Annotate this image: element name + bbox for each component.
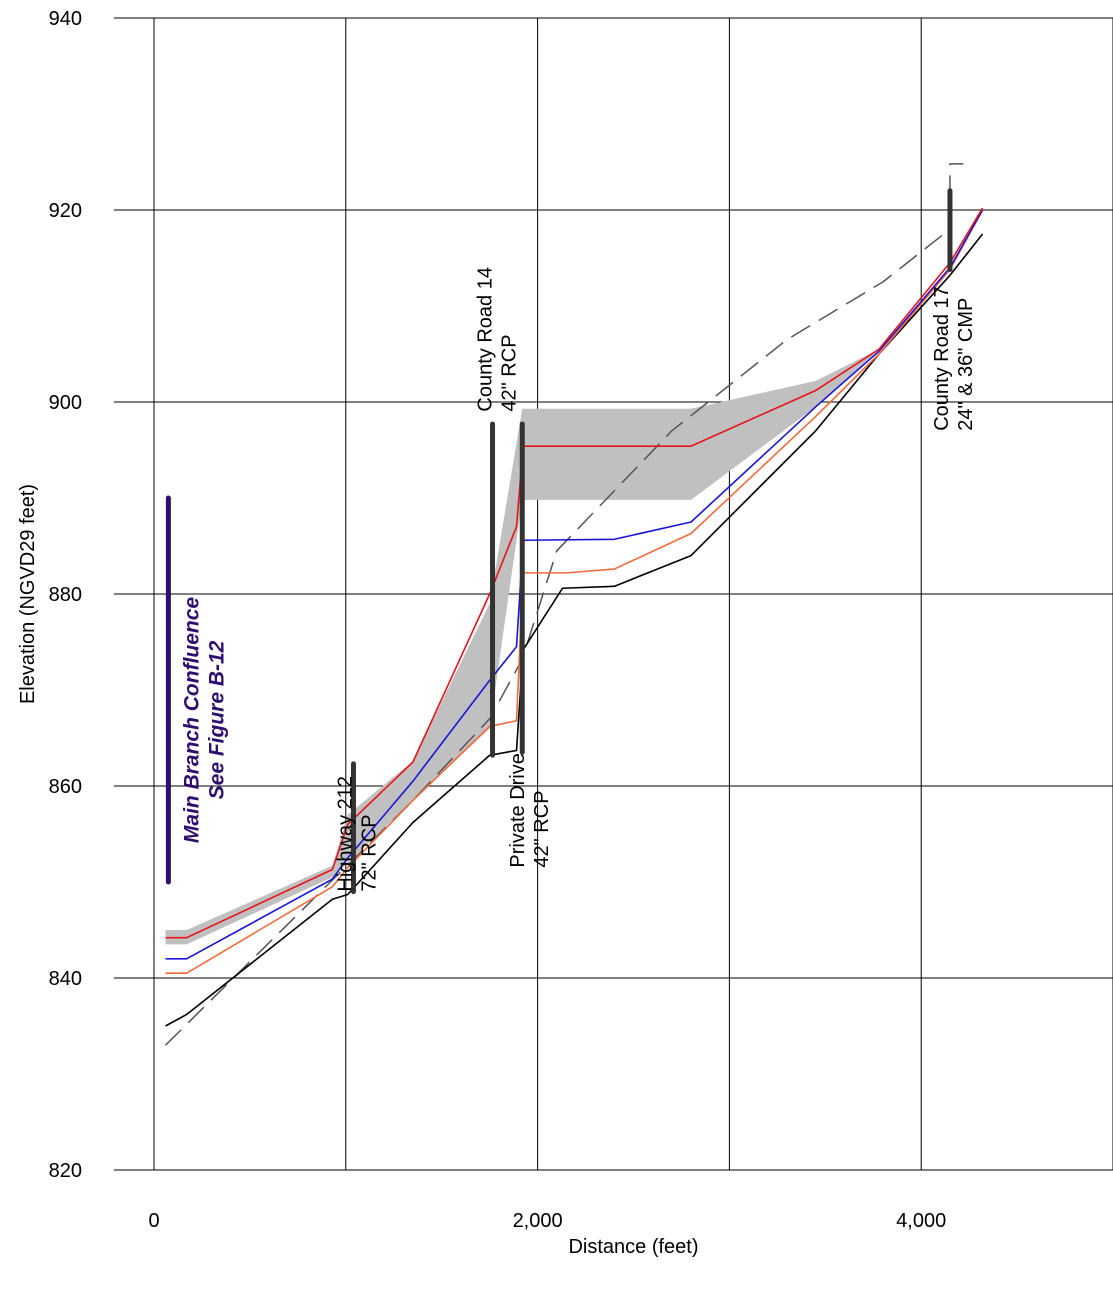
y-tick-label: 840 bbox=[49, 968, 82, 990]
structure-label-line: Private Drive bbox=[507, 753, 529, 867]
confluence-note-line: See Figure B-12 bbox=[205, 640, 228, 799]
y-tick-label: 920 bbox=[49, 200, 82, 222]
y-axis-title: Elevation (NGVD29 feet) bbox=[17, 484, 39, 704]
structure-label-line: 42" RCP bbox=[531, 790, 553, 867]
series-line-black bbox=[165, 233, 984, 1027]
axis-ticks: 820 840 860 880 900 920 940 0 2,000 4,000 bbox=[49, 8, 947, 1232]
structure-label-line: 42" RCP bbox=[499, 334, 521, 411]
series-line-blue bbox=[165, 209, 984, 960]
y-tick-label: 940 bbox=[49, 8, 82, 30]
structure-label-line: 72" RCP bbox=[359, 814, 381, 891]
confluence-note-line: Main Branch Confluence bbox=[180, 597, 203, 844]
x-tick-label: 2,000 bbox=[513, 1210, 563, 1232]
series-line-red bbox=[165, 207, 984, 939]
structure-label-line: County Road 17 bbox=[931, 286, 953, 431]
structure-label-line: 24" & 36" CMP bbox=[955, 298, 977, 431]
y-tick-label: 880 bbox=[49, 584, 82, 606]
structure-label: County Road 17 24" & 36" CMP bbox=[931, 286, 977, 431]
y-tick-label: 900 bbox=[49, 392, 82, 414]
crossing-structures bbox=[350, 188, 953, 895]
x-axis-title: Distance (feet) bbox=[568, 1236, 698, 1258]
y-tick-label: 820 bbox=[49, 1160, 82, 1182]
x-tick-label: 0 bbox=[148, 1210, 159, 1232]
confluence-note: Main Branch ConfluenceSee Figure B-12 bbox=[180, 597, 228, 844]
structure-label: Highway 212 72" RCP bbox=[335, 776, 381, 892]
structure-label: Private Drive 42" RCP bbox=[507, 753, 553, 867]
y-tick-label: 860 bbox=[49, 776, 82, 798]
structure-label-line: Highway 212 bbox=[335, 776, 357, 892]
series-lines bbox=[164, 163, 984, 1046]
structure-label-line: County Road 14 bbox=[475, 267, 497, 412]
x-tick-label: 4,000 bbox=[896, 1210, 946, 1232]
series-line-orange bbox=[165, 209, 984, 975]
gridlines bbox=[114, 17, 1113, 1171]
series-line-dashed bbox=[164, 163, 964, 1046]
structure-label: County Road 14 42" RCP bbox=[475, 267, 521, 412]
